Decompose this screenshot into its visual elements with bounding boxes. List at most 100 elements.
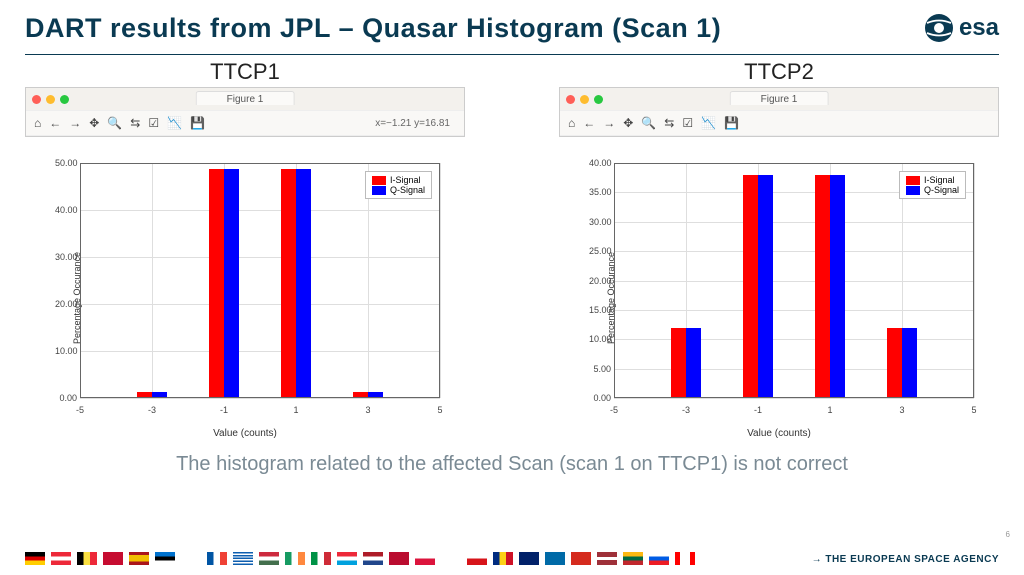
- legend: I-SignalQ-Signal: [899, 171, 966, 199]
- x-tick-label: 5: [971, 405, 976, 415]
- zoom-window-icon[interactable]: [60, 95, 69, 104]
- flag-fr-icon: [207, 552, 227, 565]
- flag-fi-icon: [181, 552, 201, 565]
- x-tick-label: -3: [148, 405, 156, 415]
- histogram-bar: [353, 392, 368, 398]
- chart-title: TTCP2: [559, 59, 999, 85]
- subplot-icon[interactable]: ☑: [682, 116, 693, 130]
- minimize-window-icon[interactable]: [580, 95, 589, 104]
- esa-logo-icon: [923, 12, 955, 44]
- y-tick-label: 20.00: [55, 299, 77, 309]
- x-tick-label: -3: [682, 405, 690, 415]
- forward-icon[interactable]: →: [603, 116, 615, 130]
- footer-text: → THE EUROPEAN SPACE AGENCY: [812, 554, 999, 565]
- flag-lu-icon: [337, 552, 357, 565]
- flag-si-icon: [649, 552, 669, 565]
- flag-at-icon: [51, 552, 71, 565]
- flag-ee-icon: [155, 552, 175, 565]
- y-tick-label: 40.00: [589, 158, 611, 168]
- zoom-window-icon[interactable]: [594, 95, 603, 104]
- flag-se-icon: [545, 552, 565, 565]
- histogram-bar: [902, 328, 917, 399]
- figure-tab[interactable]: Figure 1: [730, 91, 829, 105]
- save-icon[interactable]: 💾: [190, 116, 205, 130]
- histogram-bar: [224, 169, 239, 398]
- figure-toolbar: ⌂ ← → ✥ 🔍 ⇆ ☑ 📉 💾: [560, 110, 998, 136]
- axes-edit-icon[interactable]: 📉: [167, 116, 182, 130]
- histogram-bar: [671, 328, 686, 399]
- gridline-v: [80, 163, 81, 398]
- gridline-h: [614, 251, 974, 252]
- back-icon[interactable]: ←: [583, 116, 595, 130]
- y-tick-label: 10.00: [589, 334, 611, 344]
- flag-cz-icon: [467, 552, 487, 565]
- x-tick-label: 5: [437, 405, 442, 415]
- legend-label: I-Signal: [924, 175, 955, 185]
- home-icon[interactable]: ⌂: [34, 116, 41, 130]
- legend-item: Q-Signal: [906, 185, 959, 195]
- gridline-v: [614, 163, 615, 398]
- cursor-coord: x=−1.21 y=16.81: [375, 118, 456, 129]
- y-tick-label: 30.00: [55, 252, 77, 262]
- flag-es-icon: [129, 552, 149, 565]
- page-title: DART results from JPL – Quasar Histogram…: [25, 13, 721, 44]
- histogram-bar: [281, 169, 296, 398]
- y-tick-label: 40.00: [55, 205, 77, 215]
- histogram-bar: [830, 175, 845, 398]
- y-tick-label: 0.00: [589, 393, 611, 403]
- flag-no-icon: [389, 552, 409, 565]
- flag-dk-icon: [103, 552, 123, 565]
- gridline-h: [80, 257, 440, 258]
- flag-gr-icon: [233, 552, 253, 565]
- chart-title: TTCP1: [25, 59, 465, 85]
- flag-it-icon: [311, 552, 331, 565]
- zoom-icon[interactable]: 🔍: [641, 116, 656, 130]
- axes-edit-icon[interactable]: 📉: [701, 116, 716, 130]
- chart-panel: TTCP1 Figure 1 ⌂ ← → ✥ 🔍 ⇆ ☑ 📉 💾 x=−1.21 y=16.81 Per…: [25, 59, 465, 443]
- pan-icon[interactable]: ✥: [89, 116, 99, 130]
- histogram-bar: [152, 392, 167, 398]
- legend-item: Q-Signal: [372, 185, 425, 195]
- gridline-h: [80, 210, 440, 211]
- histogram-plot: Percentage OccuranceValue (counts)I-Sign…: [25, 153, 465, 443]
- forward-icon[interactable]: →: [69, 116, 81, 130]
- minimize-window-icon[interactable]: [46, 95, 55, 104]
- footer-flags: [25, 552, 695, 565]
- window-titlebar: Figure 1: [560, 88, 998, 110]
- flag-lt-icon: [623, 552, 643, 565]
- flag-ca-icon: [675, 552, 695, 565]
- legend-label: Q-Signal: [924, 185, 959, 195]
- flag-ie-icon: [285, 552, 305, 565]
- figure-tab[interactable]: Figure 1: [196, 91, 295, 105]
- gridline-h: [614, 222, 974, 223]
- back-icon[interactable]: ←: [49, 116, 61, 130]
- esa-logo: esa: [923, 12, 999, 44]
- configure-icon[interactable]: ⇆: [130, 116, 140, 130]
- legend-label: Q-Signal: [390, 185, 425, 195]
- caption-text: The histogram related to the affected Sc…: [25, 453, 999, 476]
- y-tick-label: 50.00: [55, 158, 77, 168]
- legend-swatch: [906, 176, 920, 185]
- x-tick-label: 3: [365, 405, 370, 415]
- x-tick-label: 1: [293, 405, 298, 415]
- histogram-bar: [296, 169, 311, 398]
- save-icon[interactable]: 💾: [724, 116, 739, 130]
- home-icon[interactable]: ⌂: [568, 116, 575, 130]
- gridline-v: [152, 163, 153, 398]
- histogram-bar: [887, 328, 902, 399]
- flag-gb-icon: [519, 552, 539, 565]
- close-window-icon[interactable]: [32, 95, 41, 104]
- x-tick-label: -1: [754, 405, 762, 415]
- window-titlebar: Figure 1: [26, 88, 464, 110]
- pan-icon[interactable]: ✥: [623, 116, 633, 130]
- configure-icon[interactable]: ⇆: [664, 116, 674, 130]
- x-tick-label: -5: [76, 405, 84, 415]
- subplot-icon[interactable]: ☑: [148, 116, 159, 130]
- gridline-h: [614, 310, 974, 311]
- gridline-v: [974, 163, 975, 398]
- histogram-bar: [686, 328, 701, 399]
- gridline-h: [80, 351, 440, 352]
- close-window-icon[interactable]: [566, 95, 575, 104]
- gridline-h: [614, 163, 974, 164]
- zoom-icon[interactable]: 🔍: [107, 116, 122, 130]
